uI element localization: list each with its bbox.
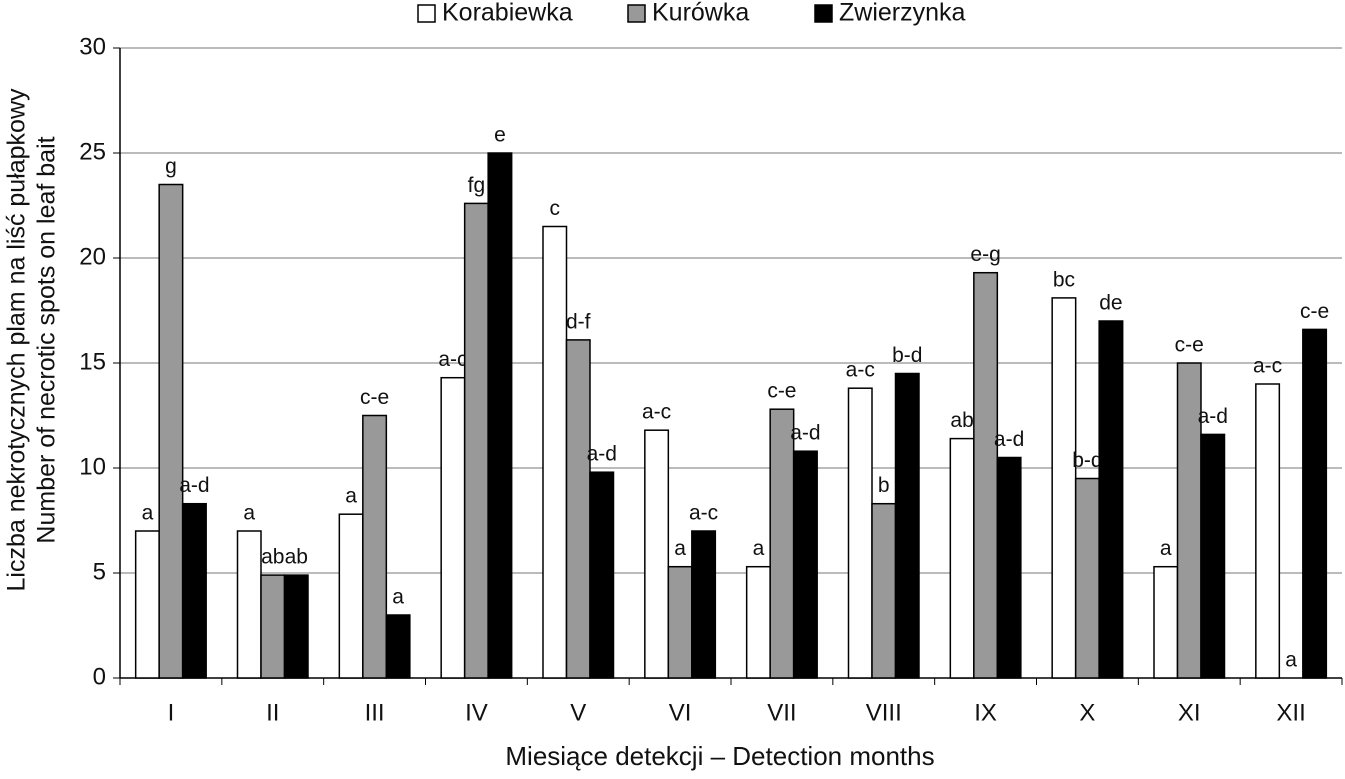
x-tick-label: II — [266, 699, 279, 726]
legend-label: Korabiewka — [442, 0, 573, 27]
legend-label: Zwierzynka — [839, 0, 966, 27]
x-tick-label: III — [365, 699, 385, 726]
bar — [338, 513, 364, 679]
bar — [260, 574, 286, 679]
significance-label: c-e — [360, 386, 389, 409]
x-tick-label: IX — [974, 699, 997, 726]
x-tick-label: VI — [669, 699, 692, 726]
bar — [667, 565, 693, 679]
significance-label: a-c — [689, 502, 718, 525]
bar — [1255, 383, 1281, 679]
significance-label: e — [494, 124, 506, 147]
bar — [1153, 565, 1179, 679]
legend-label: Kurówka — [652, 0, 749, 27]
significance-label: a — [1285, 649, 1297, 672]
y-tick-label: 25 — [79, 138, 106, 165]
x-tick-label: I — [168, 699, 175, 726]
bar — [565, 339, 591, 679]
significance-label: a — [1160, 537, 1172, 560]
significance-label: e-g — [970, 243, 1000, 266]
bar — [949, 437, 975, 679]
bar — [487, 152, 513, 679]
x-tick-label: XI — [1178, 699, 1201, 726]
bar — [542, 225, 568, 679]
x-tick-label: V — [570, 699, 586, 726]
bar — [181, 502, 207, 679]
significance-label: a — [753, 537, 765, 560]
significance-label: a-c — [438, 348, 467, 371]
bar — [1098, 320, 1124, 679]
significance-label: b-d — [892, 344, 922, 367]
bar — [1302, 328, 1328, 679]
significance-label: g — [165, 155, 177, 178]
y-axis-title: Liczba nekrotycznych plam na liść pułapk… — [3, 88, 31, 592]
bar — [769, 408, 795, 679]
bar — [158, 183, 184, 679]
significance-label: a-d — [994, 428, 1024, 451]
significance-label: bc — [1053, 268, 1075, 291]
significance-label: a-c — [1253, 355, 1282, 378]
bar — [1074, 477, 1100, 679]
significance-label: a — [142, 502, 154, 525]
bar — [644, 429, 670, 679]
bar — [894, 372, 920, 679]
significance-label: de — [1099, 292, 1122, 315]
x-tick-label: XII — [1276, 699, 1305, 726]
significance-label: b — [878, 474, 890, 497]
y-axis-title: Number of necrotic spots on leaf bait — [33, 136, 61, 543]
bar — [871, 502, 897, 679]
significance-label: b-d — [1072, 449, 1102, 472]
bar — [283, 574, 309, 679]
x-tick-label: X — [1079, 699, 1095, 726]
bar — [463, 202, 489, 679]
significance-label: a-d — [790, 422, 820, 445]
bar — [589, 471, 615, 679]
significance-label: c-e — [767, 380, 796, 403]
significance-label: a — [674, 537, 686, 560]
bar — [745, 565, 771, 679]
legend-swatch — [814, 4, 833, 23]
y-tick-label: 10 — [79, 453, 106, 480]
y-tick-label: 20 — [79, 243, 106, 270]
significance-label: a — [243, 502, 255, 525]
significance-label: c-e — [1175, 334, 1204, 357]
significance-label: fg — [468, 174, 486, 197]
x-axis-title: Miesiące detekcji – Detection months — [505, 741, 934, 771]
bar — [236, 530, 262, 679]
bar — [973, 271, 999, 679]
bar — [1200, 433, 1226, 679]
significance-label: a-d — [587, 443, 617, 466]
x-tick-label: IV — [465, 699, 488, 726]
bar — [385, 614, 411, 679]
significance-label: a — [392, 586, 404, 609]
bar — [847, 387, 873, 679]
bar — [134, 530, 160, 679]
significance-label: a-c — [846, 359, 875, 382]
bar — [1051, 297, 1077, 679]
y-tick-label: 15 — [79, 348, 106, 375]
bar — [691, 530, 717, 679]
significance-label: a-c — [642, 401, 671, 424]
bar — [996, 456, 1022, 679]
significance-label: a — [345, 485, 357, 508]
x-tick-label: VII — [767, 699, 796, 726]
y-tick-label: 0 — [93, 663, 106, 690]
significance-label: a-d — [1198, 405, 1228, 428]
bar — [792, 450, 818, 679]
y-tick-label: 30 — [79, 33, 106, 60]
significance-label: a-d — [179, 474, 209, 497]
y-tick-label: 5 — [93, 558, 106, 585]
legend-swatch — [627, 4, 646, 23]
significance-label: ab — [285, 546, 308, 569]
legend-swatch — [417, 4, 436, 23]
significance-label: d-f — [566, 310, 591, 333]
significance-label: c-e — [1300, 300, 1329, 323]
bar — [362, 414, 388, 679]
bar — [440, 376, 466, 679]
significance-label: ab — [950, 409, 973, 432]
significance-label: ab — [261, 546, 284, 569]
x-tick-label: VIII — [866, 699, 902, 726]
significance-label: c — [550, 197, 561, 220]
